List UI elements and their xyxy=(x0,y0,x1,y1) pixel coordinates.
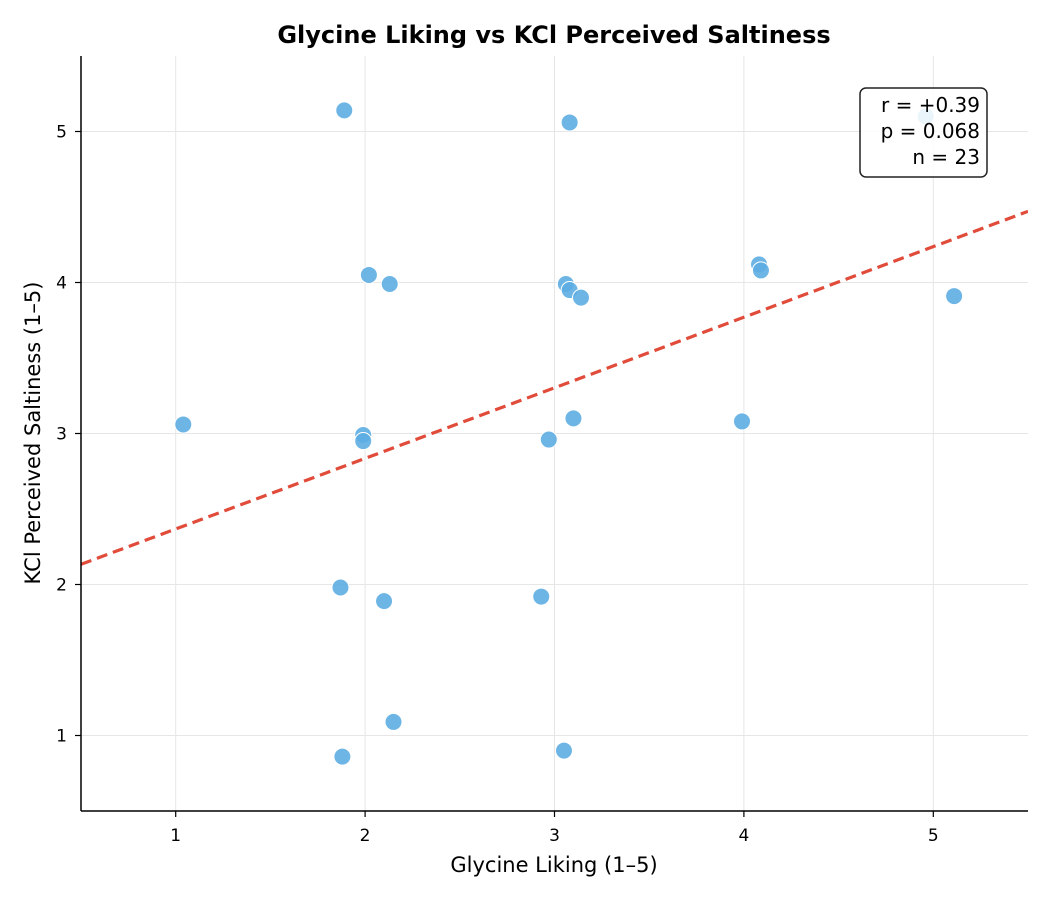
scatter-point xyxy=(564,409,583,428)
scatter-point xyxy=(532,587,551,606)
x-tick-label: 2 xyxy=(360,826,371,846)
scatter-point xyxy=(751,261,770,280)
scatter-point xyxy=(354,432,373,451)
y-tick-label: 1 xyxy=(56,727,67,747)
x-tick-label: 4 xyxy=(738,826,749,846)
stats-box-frame xyxy=(859,87,988,178)
stat-p: p = 0.068 xyxy=(881,119,980,143)
scatter-point xyxy=(945,287,964,306)
scatter-point xyxy=(572,288,591,307)
y-tick-label: 3 xyxy=(56,425,67,445)
regression-line-layer xyxy=(81,209,1028,566)
scatter-point xyxy=(733,412,752,431)
scatter-point xyxy=(384,712,403,731)
scatter-point xyxy=(335,101,354,120)
y-tick-label: 2 xyxy=(56,576,67,596)
scatter-point xyxy=(554,741,573,760)
scatter-point xyxy=(560,113,579,132)
scatter-point xyxy=(331,578,350,597)
stats-box: r = +0.39 p = 0.068 n = 23 xyxy=(859,87,988,178)
ticks: 1 2 3 4 5 1 2 3 4 5 xyxy=(56,123,939,847)
scatter-point xyxy=(333,747,352,766)
x-axis-label: Glycine Liking (1–5) xyxy=(450,853,657,877)
x-tick-label: 3 xyxy=(549,826,560,846)
stat-r: r = +0.39 xyxy=(881,93,980,117)
x-tick-label: 1 xyxy=(170,826,181,846)
x-tick-label: 5 xyxy=(928,826,939,846)
scatter-point xyxy=(380,275,399,294)
scatter-point xyxy=(359,265,378,284)
y-tick-label: 4 xyxy=(56,274,67,294)
points-layer xyxy=(174,101,964,766)
scatter-point xyxy=(174,415,193,434)
scatter-point xyxy=(539,430,558,449)
regression-line xyxy=(81,209,1028,566)
y-axis-label: KCl Perceived Saltiness (1–5) xyxy=(21,282,45,585)
chart-title: Glycine Liking vs KCl Perceived Saltines… xyxy=(277,21,830,49)
scatter-point xyxy=(375,592,394,611)
stat-n: n = 23 xyxy=(912,145,980,169)
y-tick-label: 5 xyxy=(56,123,67,143)
